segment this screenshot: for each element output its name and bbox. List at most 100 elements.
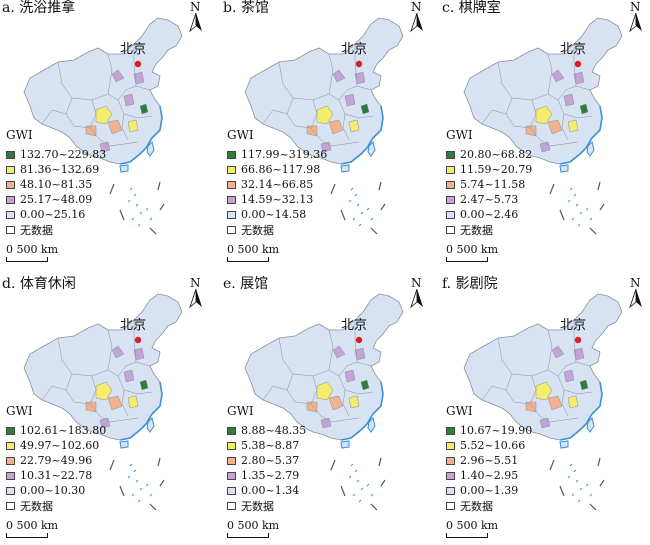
beijing-marker: [574, 336, 582, 344]
legend-label: 无数据: [241, 499, 274, 513]
legend-swatch: [227, 456, 236, 465]
legend-title: GWI: [446, 128, 473, 142]
legend-label: 10.31~22.78: [20, 469, 93, 482]
panel-title: b. 茶馆: [223, 0, 269, 16]
gwi-region: [306, 401, 318, 413]
legend-label: 0.00~2.46: [460, 208, 519, 221]
gwi-region: [563, 93, 575, 107]
south-china-sea-island: [589, 493, 593, 497]
south-china-sea-island: [585, 207, 589, 211]
legend-title: GWI: [6, 404, 33, 418]
nine-dash-line: [330, 459, 336, 471]
gwi-region: [85, 125, 97, 137]
legend-label: 66.86~117.98: [241, 163, 321, 176]
south-china-sea-island: [370, 217, 374, 221]
legend-swatch: [446, 150, 455, 159]
legend-item: 0.00~1.39: [446, 483, 532, 498]
panel-title: d. 体育休闲: [2, 276, 76, 292]
gwi-region: [535, 381, 553, 401]
legend-label: 117.99~319.36: [241, 148, 328, 161]
province-border: [328, 53, 334, 95]
legend-item: 14.59~32.13: [227, 192, 327, 207]
south-china-sea-island: [129, 463, 133, 467]
map-panel: f. 影剧院 N 北京 GWI 10.67~19.90 5.52~10.66 2.96~5.…: [440, 276, 650, 544]
legend-item: 5.38~8.87: [227, 438, 306, 453]
south-china-sea-island: [131, 493, 135, 497]
gwi-region: [348, 395, 360, 409]
south-china-sea-island: [348, 199, 352, 203]
province-border: [121, 113, 129, 141]
scale-bar: 0 500 km: [446, 520, 498, 538]
legend-item: 25.17~48.09: [6, 192, 106, 207]
province-border: [107, 329, 113, 371]
legend-label: 0.00~10.30: [20, 484, 86, 497]
south-china-sea-island: [352, 217, 356, 221]
capital-label: 北京: [120, 42, 147, 57]
legend-swatch: [446, 501, 455, 510]
legend-label: 22.79~49.96: [20, 454, 93, 467]
legend-label: 132.70~229.83: [20, 148, 107, 161]
south-china-sea-island: [573, 469, 577, 473]
north-arrow-icon: N: [409, 1, 425, 33]
scale-bar: 0 500 km: [446, 244, 498, 262]
legend-item: 49.97~102.60: [6, 438, 106, 453]
legend-label: 5.52~10.66: [460, 439, 526, 452]
south-china-sea-island: [579, 487, 583, 491]
map-panel: e. 展馆 N 北京 GWI 8.88~48.35 5.38~8.87 2.80~5.37 1…: [221, 276, 433, 544]
legend-label: 102.61~183.80: [20, 424, 107, 437]
legend-label: 5.38~8.87: [241, 439, 300, 452]
legend: GWI 132.70~229.83 81.36~132.69 48.10~81.35 2…: [6, 128, 106, 237]
province-border: [89, 99, 139, 147]
nine-dash-line: [159, 203, 165, 211]
south-china-sea-island: [133, 193, 137, 197]
south-china-sea-island: [149, 217, 153, 221]
province-border: [547, 361, 591, 377]
panel-title: f. 影剧院: [442, 276, 498, 292]
capital-label: 北京: [341, 42, 368, 57]
legend-swatch: [446, 456, 455, 465]
south-china-sea-island: [348, 475, 352, 479]
province-border: [41, 109, 67, 125]
map-panel: c. 棋牌室 N 北京 GWI 20.80~68.82 11.59~20.79 5.74~1…: [440, 0, 650, 268]
south-china-sea-island: [567, 475, 571, 479]
legend-item: 0.00~14.58: [227, 207, 327, 222]
north-label: N: [190, 0, 201, 14]
province-border: [89, 375, 139, 423]
legend-swatch: [6, 456, 15, 465]
gwi-region: [332, 345, 346, 359]
legend-swatch: [446, 165, 455, 174]
nine-dash-line: [370, 503, 378, 511]
south-china-sea-island: [366, 207, 370, 211]
hainan-island: [119, 440, 129, 449]
nine-dash-line: [378, 457, 382, 467]
map-area: [440, 14, 650, 252]
legend-label: 81.36~132.69: [20, 163, 100, 176]
scale-bar: 0 500 km: [227, 520, 279, 538]
legend-swatch: [446, 426, 455, 435]
legend: GWI 10.67~19.90 5.52~10.66 2.96~5.51 1.40~2.…: [446, 404, 532, 513]
south-china-sea-island: [575, 203, 579, 207]
north-arrow-icon: N: [628, 1, 644, 33]
hainan-island: [559, 164, 569, 173]
legend-label: 14.59~32.13: [241, 193, 314, 206]
south-china-sea-island: [577, 499, 581, 503]
legend-item: 117.99~319.36: [227, 147, 327, 162]
legend-label: 0.00~1.39: [460, 484, 519, 497]
south-china-sea-island: [350, 463, 354, 467]
province-border: [481, 385, 507, 401]
legend-item: 132.70~229.83: [6, 147, 106, 162]
north-label: N: [630, 0, 641, 14]
legend-label: 1.40~2.95: [460, 469, 519, 482]
gwi-region: [316, 105, 334, 125]
south-china-sea-island: [575, 479, 579, 483]
south-china-sea-island: [354, 193, 358, 197]
scale-label: 0 500 km: [227, 519, 280, 532]
south-china-sea-island: [350, 187, 354, 191]
gwi-region: [579, 103, 589, 115]
province-border: [481, 109, 507, 125]
south-china-sea-island: [585, 483, 589, 487]
legend-item: 22.79~49.96: [6, 453, 106, 468]
province-border: [117, 99, 153, 119]
gwi-region: [328, 119, 344, 135]
map-panel: b. 茶馆 N 北京 GWI 117.99~319.36 66.86~117.98 32.1…: [221, 0, 433, 268]
